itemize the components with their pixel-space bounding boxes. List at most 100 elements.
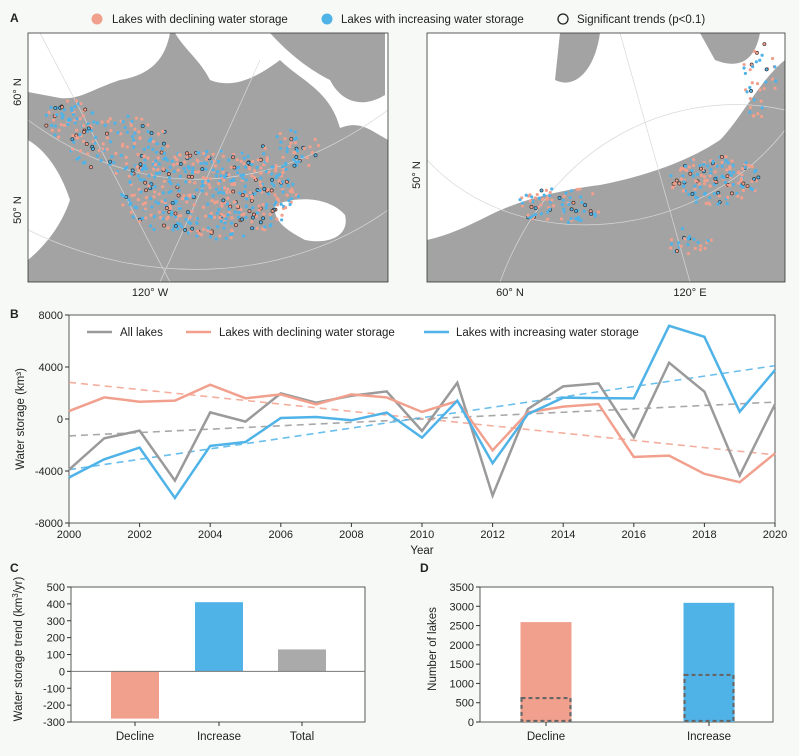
lake-marker	[270, 209, 275, 213]
lake-marker	[760, 53, 764, 57]
lake-marker	[279, 202, 283, 206]
lake-marker	[231, 177, 236, 181]
lake-marker	[268, 212, 272, 217]
lake-marker	[50, 123, 54, 128]
lake-marker	[195, 158, 199, 162]
lake-marker	[752, 98, 756, 102]
lake-marker	[92, 120, 96, 124]
x-tick-label: 2004	[198, 529, 222, 541]
lake-marker	[226, 158, 231, 162]
lake-marker	[227, 173, 231, 177]
lake-marker	[209, 230, 213, 234]
lake-marker	[568, 196, 572, 200]
lake-marker	[66, 118, 70, 123]
lake-marker	[679, 244, 683, 248]
lake-marker	[231, 189, 236, 194]
lake-marker	[178, 153, 182, 157]
lake-marker	[49, 105, 53, 109]
lake-marker	[215, 170, 220, 174]
lake-marker	[239, 207, 243, 212]
lake-marker	[152, 195, 156, 199]
lake-marker	[270, 181, 274, 185]
lake-marker	[307, 163, 311, 168]
map1-lat-label: 50° N	[12, 196, 24, 224]
lake-marker	[583, 203, 588, 207]
lake-marker	[114, 151, 118, 156]
lake-marker	[176, 168, 180, 172]
lake-marker	[154, 150, 158, 154]
lake-marker	[748, 85, 752, 90]
lake-marker	[190, 169, 195, 173]
lake-marker	[285, 146, 290, 150]
lake-marker	[279, 140, 283, 144]
lake-marker	[215, 225, 220, 229]
lake-marker	[160, 199, 164, 203]
x-tick-label: 2018	[692, 529, 716, 541]
y-tick-label: 2000	[450, 640, 474, 652]
lake-marker	[248, 191, 252, 195]
lake-marker	[552, 204, 556, 208]
lake-markers-north-america	[44, 99, 321, 241]
lake-marker	[220, 167, 225, 171]
lake-marker	[258, 189, 262, 193]
lake-marker	[262, 187, 267, 191]
lake-marker	[687, 165, 691, 169]
lake-marker	[125, 130, 129, 134]
lake-marker	[537, 196, 541, 200]
lake-marker	[201, 176, 205, 180]
lake-marker	[137, 130, 141, 134]
lake-marker	[302, 146, 306, 151]
lake-marker	[241, 173, 246, 177]
lake-marker	[259, 183, 263, 188]
lake-marker	[211, 194, 215, 198]
lake-marker	[71, 147, 75, 152]
lake-marker	[65, 99, 70, 103]
lake-marker	[703, 179, 707, 183]
lake-marker	[289, 128, 293, 132]
lake-marker	[206, 226, 211, 230]
lake-marker	[161, 167, 165, 171]
lake-marker	[101, 147, 105, 151]
lake-marker	[259, 171, 263, 175]
lake-marker	[60, 116, 64, 120]
lake-marker	[244, 215, 248, 220]
lake-marker	[578, 187, 582, 191]
lake-marker	[162, 151, 167, 156]
lake-marker	[724, 155, 728, 159]
lake-marker	[127, 174, 131, 178]
lake-marker	[255, 165, 259, 169]
lake-marker	[742, 66, 746, 70]
lake-marker	[153, 175, 157, 179]
lake-marker	[750, 179, 754, 184]
lake-marker	[702, 175, 707, 179]
x-tick-label: 2002	[127, 529, 151, 541]
lake-marker	[740, 196, 744, 200]
bar-chart-c: -300 -200 -100 0 100 200 300 400 500 Decline Incre…	[43, 582, 366, 743]
lake-marker	[147, 184, 151, 188]
lake-marker	[261, 216, 266, 221]
lake-marker	[579, 195, 583, 199]
lake-marker	[741, 185, 745, 189]
lake-marker	[770, 77, 775, 81]
lake-marker	[162, 179, 167, 183]
lake-marker	[702, 192, 707, 196]
y-tick-label: 100	[47, 650, 65, 662]
lake-marker	[742, 62, 746, 67]
lake-marker	[255, 226, 259, 230]
lake-marker	[178, 206, 182, 211]
lake-marker	[142, 147, 147, 151]
lake-marker	[669, 246, 673, 250]
lake-marker	[56, 135, 61, 139]
lake-marker	[748, 68, 752, 72]
lake-marker	[97, 148, 101, 152]
lake-marker	[728, 170, 732, 174]
lake-marker	[287, 199, 291, 203]
lake-marker	[192, 203, 196, 207]
lake-marker	[289, 137, 294, 141]
lake-marker	[748, 96, 752, 101]
lake-marker	[171, 228, 175, 232]
lake-marker	[725, 195, 730, 200]
lake-marker	[244, 178, 248, 182]
lake-marker	[173, 155, 177, 159]
lake-marker	[195, 188, 199, 192]
